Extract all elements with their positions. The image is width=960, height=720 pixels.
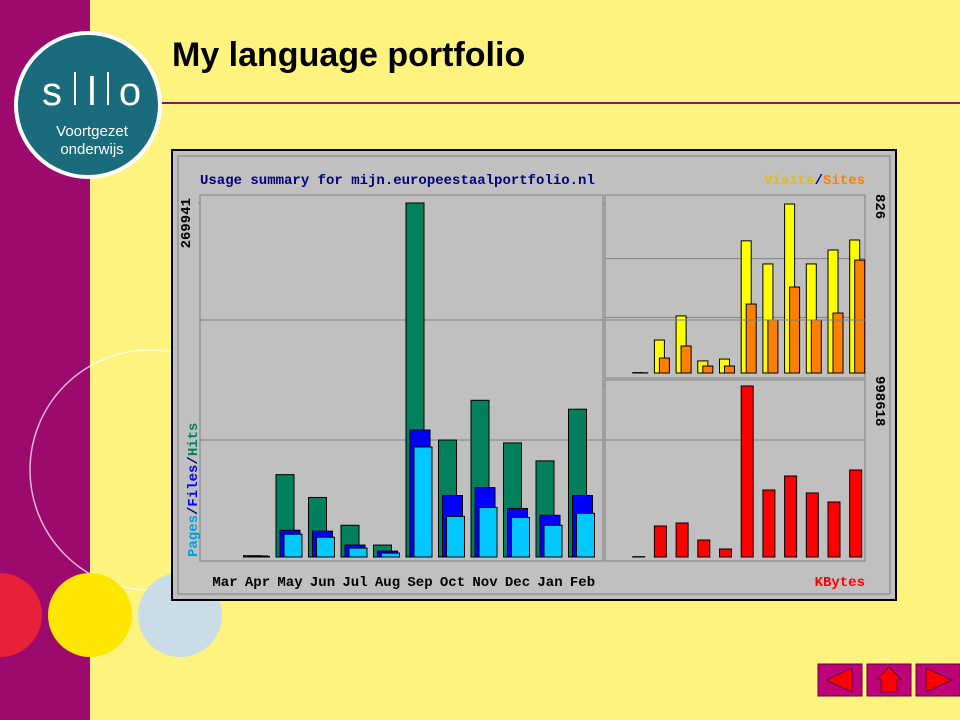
bar — [762, 489, 776, 558]
logo-letter: o — [119, 70, 141, 114]
x-tick-label: Feb — [570, 575, 595, 591]
bar — [740, 385, 754, 558]
bar — [680, 345, 692, 374]
y-tick-label: 269941 — [179, 198, 195, 248]
y-tick-label: 998618 — [871, 376, 887, 426]
bar — [767, 319, 779, 374]
legend-separator: / — [815, 173, 823, 189]
bar — [316, 536, 335, 558]
x-tick-label: Mar — [212, 575, 237, 591]
logo — [14, 31, 162, 179]
legend-entry: Sites — [823, 173, 865, 189]
bar — [653, 525, 667, 558]
legend-entry: KBytes — [815, 575, 865, 591]
x-tick-label: May — [277, 575, 303, 591]
nav-icon — [925, 667, 954, 693]
plot-area — [604, 379, 866, 562]
x-tick-label: Jan — [537, 575, 562, 591]
bar — [854, 259, 866, 374]
deco-circle — [0, 573, 42, 657]
logo-letter: s — [42, 70, 62, 114]
bar — [478, 506, 498, 558]
x-tick-label: Aug — [375, 575, 400, 591]
x-tick-label: Jul — [342, 575, 367, 591]
bar — [576, 512, 595, 558]
bar — [348, 547, 368, 558]
x-tick-label: Nov — [472, 575, 498, 591]
bar — [849, 469, 863, 558]
legend-entry: Files — [186, 465, 202, 507]
bar — [789, 286, 801, 374]
x-tick-label: Dec — [505, 575, 530, 591]
bar — [543, 524, 563, 558]
bar — [719, 548, 732, 558]
x-tick-label: Oct — [440, 575, 465, 591]
bar — [658, 357, 670, 374]
bar — [251, 555, 270, 558]
bar — [697, 539, 711, 558]
legend: Pages/Files/Hits — [186, 423, 202, 557]
x-tick-label: Jun — [310, 575, 335, 591]
bar — [784, 475, 798, 558]
logo-letter: l — [88, 70, 97, 114]
x-tick-label: Apr — [245, 575, 270, 591]
logo-text: s l o Voortgezet onderwijs — [42, 70, 141, 158]
legend-entry: Visits — [764, 173, 814, 189]
bar — [810, 319, 822, 374]
logo-subtitle: Voortgezet — [56, 123, 129, 140]
y-tick-label: 826 — [871, 194, 887, 219]
chart-bevel — [177, 155, 891, 595]
legend-entry: Hits — [186, 423, 202, 457]
nav-icon — [824, 667, 853, 693]
bar — [381, 552, 400, 558]
bar — [805, 492, 819, 558]
bar — [446, 515, 465, 558]
bar — [827, 501, 841, 558]
bar — [511, 516, 530, 558]
bar — [745, 303, 757, 374]
nav-icon — [875, 666, 903, 693]
legend-separator: / — [186, 456, 202, 464]
x-tick-label: Sep — [407, 575, 432, 591]
bar — [832, 312, 844, 374]
bar — [675, 522, 689, 558]
chart-title: Usage summary for mijn.europeestaalportf… — [200, 173, 595, 189]
logo-subtitle: onderwijs — [60, 141, 123, 158]
legend: Visits/Sites — [764, 173, 865, 189]
nav — [817, 663, 960, 697]
bar — [724, 365, 735, 374]
plot-area — [604, 194, 866, 379]
legend-entry: Pages — [186, 515, 202, 557]
legend-separator: / — [186, 507, 202, 515]
bar — [702, 365, 714, 374]
bar — [413, 446, 433, 558]
deco-circle — [48, 573, 132, 657]
bar — [283, 533, 303, 558]
slide-title: My language portfolio — [172, 36, 525, 74]
